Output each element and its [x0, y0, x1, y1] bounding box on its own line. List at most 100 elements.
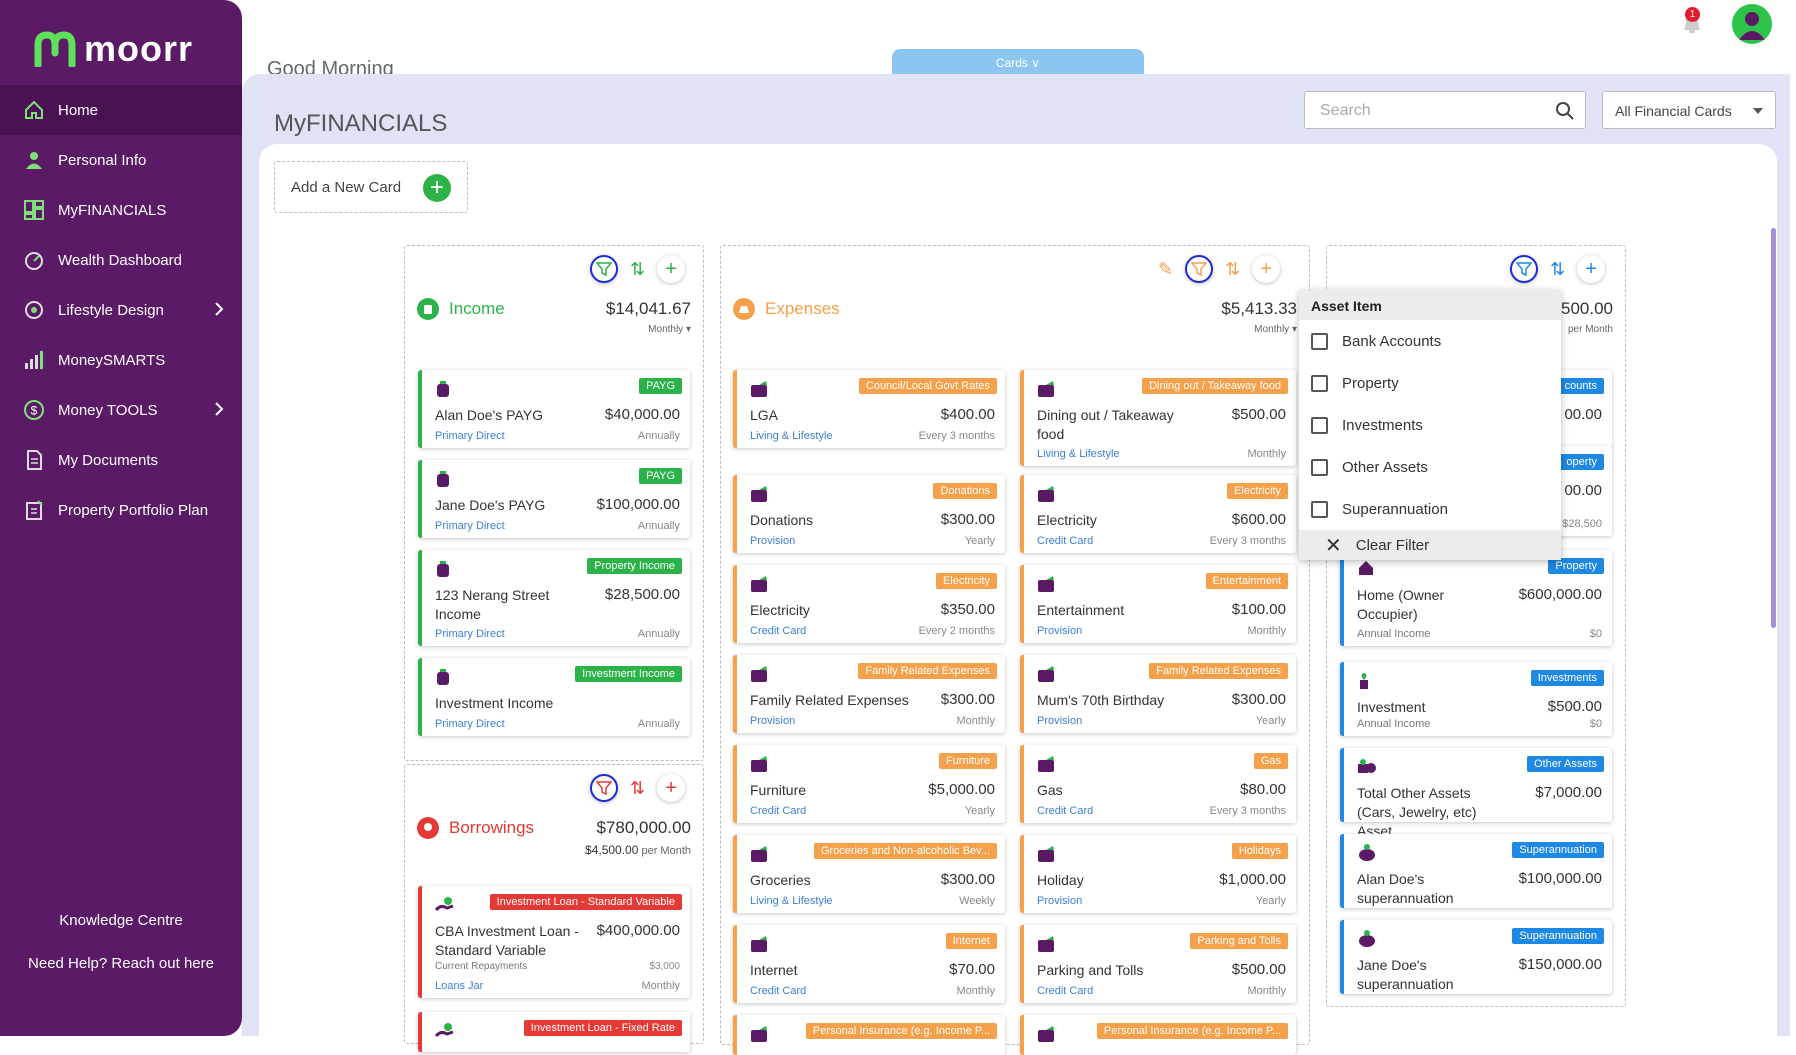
sort-icon[interactable]: ⇅ [1550, 258, 1566, 279]
card-source[interactable]: Provision [1037, 625, 1083, 637]
filter-option-superannuation[interactable]: Superannuation [1299, 488, 1561, 530]
card[interactable]: Entertainment Entertainment $100.00 Provisi… [1020, 565, 1296, 643]
income-card[interactable]: PAYG Alan Doe's PAYG $40,000.00 Primary … [418, 370, 690, 448]
card[interactable]: Other Assets Total Other Assets (Cars, Je… [1340, 748, 1612, 839]
card[interactable]: Personal Insurance (e.g. Income P... [1020, 1015, 1296, 1055]
card[interactable]: Superannuation Alan Doe's superannuation $… [1340, 834, 1612, 908]
card[interactable]: Electricity Electricity $600.00 Credit Card… [1020, 475, 1296, 553]
search-input[interactable]: Search [1304, 91, 1586, 129]
filter-button[interactable] [1510, 255, 1538, 283]
sidebar-item-property-portfolio-plan[interactable]: Property Portfolio Plan [0, 485, 242, 535]
sidebar-item-home[interactable]: Home [0, 85, 242, 135]
sidebar-item-my-documents[interactable]: My Documents [0, 435, 242, 485]
sort-icon[interactable]: ⇅ [1225, 258, 1241, 279]
card[interactable]: Family Related Expenses Mum's 70th Birthd… [1020, 655, 1296, 733]
card-source[interactable]: Provision [1037, 715, 1083, 727]
borrowing-card[interactable]: Investment Loan - Standard Variable CBA … [418, 886, 690, 998]
avatar[interactable] [1732, 4, 1772, 44]
card[interactable]: Parking and Tolls Parking and Tolls $500.0… [1020, 925, 1296, 1003]
clear-filter-button[interactable]: ✕ Clear Filter [1299, 530, 1561, 560]
wallet-icon [750, 935, 770, 958]
card-source[interactable]: Provision [750, 535, 796, 547]
card[interactable]: Personal Insurance (e.g. Income P... [733, 1015, 1005, 1055]
filter-button[interactable] [590, 255, 618, 283]
filter-button[interactable] [1185, 255, 1214, 283]
financial-cards-filter[interactable]: All Financial Cards [1602, 91, 1776, 129]
greeting: Good Morning [267, 58, 394, 76]
card-source[interactable]: Credit Card [750, 625, 807, 637]
filter-option-other-assets[interactable]: Other Assets [1299, 446, 1561, 488]
sidebar-item-personal-info[interactable]: Personal Info [0, 135, 242, 185]
card[interactable]: Dining out / Takeaway food Dining out / T… [1020, 370, 1296, 466]
borrowings-sub-amount: $4,500.00 [585, 843, 639, 857]
help-link[interactable]: Need Help? Reach out here [28, 955, 214, 972]
sort-icon[interactable]: ⇅ [630, 777, 646, 798]
checkbox[interactable] [1311, 458, 1328, 476]
filter-button[interactable] [590, 774, 618, 802]
sort-icon[interactable]: ⇅ [630, 258, 646, 279]
checkbox[interactable] [1311, 500, 1328, 518]
card-source[interactable]: Provision [1037, 895, 1083, 907]
expenses-frequency[interactable]: Monthly ▾ [1254, 324, 1297, 335]
logo-icon [34, 31, 76, 67]
add-income-button[interactable]: + [657, 255, 686, 283]
sidebar-item-moneysmarts[interactable]: MoneySMARTS [0, 335, 242, 385]
knowledge-centre-link[interactable]: Knowledge Centre [59, 912, 183, 929]
sidebar-item-myfinancials[interactable]: MyFINANCIALS [0, 185, 242, 235]
card[interactable]: Family Related Expenses Family Related Ex… [733, 655, 1005, 733]
card-source[interactable]: Provision [750, 715, 796, 727]
card[interactable]: Gas Gas $80.00 Credit Card Every 3 months [1020, 745, 1296, 823]
card-source[interactable]: Primary Direct [435, 628, 505, 640]
scrollbar[interactable] [1771, 228, 1776, 628]
card-source[interactable]: Credit Card [1037, 805, 1094, 817]
income-card[interactable]: Investment Income Investment Income Prim… [418, 658, 690, 736]
card-source[interactable]: Credit Card [750, 805, 807, 817]
filter-option-investments[interactable]: Investments [1299, 404, 1561, 446]
checkbox[interactable] [1311, 374, 1328, 392]
add-card-button[interactable]: Add a New Card + [274, 161, 468, 213]
card-source[interactable]: Credit Card [1037, 535, 1094, 547]
card-source[interactable]: Credit Card [750, 985, 807, 997]
filter-option-property[interactable]: Property [1299, 362, 1561, 404]
option-label: Investments [1342, 416, 1423, 434]
card[interactable]: Investments Investment $500.00 Annual Incom… [1340, 662, 1612, 736]
sidebar-item-money-tools[interactable]: $ Money TOOLS [0, 385, 242, 435]
card-amount: $600,000.00 [1518, 586, 1602, 603]
card-source[interactable]: Living & Lifestyle [750, 430, 833, 442]
card[interactable]: Council/Local Govt Rates LGA $400.00 Living… [733, 370, 1005, 448]
card[interactable]: Donations Donations $300.00 Provision Yearly [733, 475, 1005, 553]
card-source[interactable]: Living & Lifestyle [750, 895, 833, 907]
card-source[interactable]: Primary Direct [435, 430, 505, 442]
search-icon[interactable] [1555, 101, 1575, 126]
card-badge: Council/Local Govt Rates [858, 378, 997, 394]
add-expense-button[interactable]: + [1252, 255, 1281, 283]
card[interactable]: Property Home (Owner Occupier) $600,000.00… [1340, 550, 1612, 646]
card[interactable]: Groceries and Non-alcoholic Bev... Grocer… [733, 835, 1005, 913]
sidebar-item-lifestyle-design[interactable]: Lifestyle Design [0, 285, 242, 335]
filter-option-bank-accounts[interactable]: Bank Accounts [1299, 320, 1561, 362]
card[interactable]: Furniture Furniture $5,000.00 Credit Card Ye… [733, 745, 1005, 823]
card[interactable]: Internet Internet $70.00 Credit Card Monthly [733, 925, 1005, 1003]
cards-tab[interactable]: Cards ∨ [892, 49, 1144, 74]
income-card[interactable]: PAYG Jane Doe's PAYG $100,000.00 Primary… [418, 460, 690, 538]
notification-bell[interactable]: 1 [1680, 7, 1704, 41]
checkbox[interactable] [1311, 332, 1328, 350]
moorr-logo[interactable]: moorr [34, 28, 193, 70]
borrowing-card[interactable]: Investment Loan - Fixed Rate [418, 1012, 690, 1052]
checkbox[interactable] [1311, 416, 1328, 434]
card[interactable]: Electricity Electricity $350.00 Credit Card… [733, 565, 1005, 643]
card[interactable]: Holidays Holiday $1,000.00 Provision Yearly [1020, 835, 1296, 913]
income-frequency[interactable]: Monthly ▾ [648, 324, 691, 335]
income-card[interactable]: Property Income 123 Nerang Street Income… [418, 550, 690, 646]
card-name: Parking and Tolls [1037, 962, 1144, 978]
card-source[interactable]: Living & Lifestyle [1037, 448, 1120, 460]
edit-icon[interactable]: ✎ [1158, 258, 1174, 279]
card-source[interactable]: Loans Jar [435, 980, 484, 992]
add-borrowing-button[interactable]: + [657, 774, 686, 802]
sidebar-item-wealth-dashboard[interactable]: Wealth Dashboard [0, 235, 242, 285]
card-source[interactable]: Primary Direct [435, 718, 505, 730]
add-asset-button[interactable]: + [1577, 255, 1606, 283]
card-source[interactable]: Primary Direct [435, 520, 505, 532]
card[interactable]: Superannuation Jane Doe's superannuation $… [1340, 920, 1612, 994]
card-source[interactable]: Credit Card [1037, 985, 1094, 997]
